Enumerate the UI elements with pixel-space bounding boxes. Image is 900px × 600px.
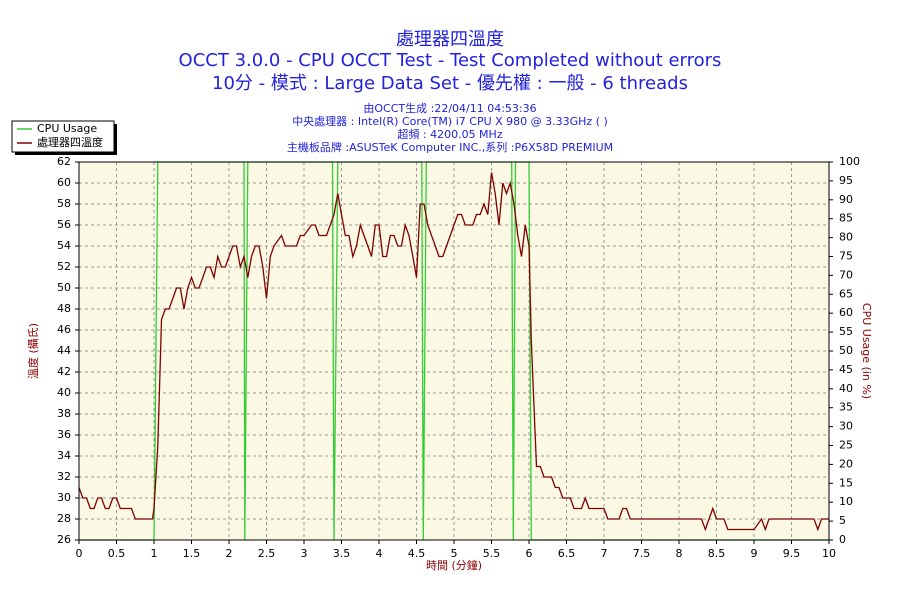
x-tick-label: 6 <box>526 547 533 560</box>
x-tick-label: 4.5 <box>408 547 426 560</box>
x-tick-label: 4 <box>376 547 383 560</box>
y2-tick-label: 80 <box>839 231 853 244</box>
x-tick-label: 9 <box>751 547 758 560</box>
info-line: 超頻 : 4200.05 MHz <box>397 127 502 141</box>
y2-tick-label: 70 <box>839 268 853 281</box>
y-tick-label: 44 <box>57 344 71 357</box>
y-tick-label: 28 <box>57 512 71 525</box>
y2-tick-label: 65 <box>839 287 853 300</box>
y-tick-label: 62 <box>57 155 71 168</box>
info-line: 主機板品牌 :ASUSTeK Computer INC.,系列 :P6X58D … <box>287 140 613 154</box>
y-tick-label: 46 <box>57 323 71 336</box>
y-tick-label: 52 <box>57 260 71 273</box>
legend-label: 處理器四溫度 <box>37 135 103 149</box>
info-line: 中央處理器 : Intel(R) Core(TM) i7 CPU X 980 @… <box>292 114 608 128</box>
y2-tick-label: 35 <box>839 401 853 414</box>
chart-title: 處理器四溫度 <box>396 29 504 50</box>
y2-tick-label: 0 <box>839 533 846 546</box>
y2-tick-label: 15 <box>839 476 853 489</box>
x-tick-label: 2.5 <box>258 547 276 560</box>
x-axis-label: 時間 (分鐘) <box>426 558 482 572</box>
x-tick-label: 1 <box>151 547 158 560</box>
y-tick-label: 56 <box>57 218 71 231</box>
x-tick-label: 2 <box>226 547 233 560</box>
y2-axis-label: CPU Usage (in %) <box>860 303 873 399</box>
plot-border <box>78 161 830 541</box>
legend-label: CPU Usage <box>37 122 97 135</box>
y2-tick-label: 55 <box>839 325 853 338</box>
y2-tick-label: 50 <box>839 344 853 357</box>
y-axis-label: 溫度 (攝氏) <box>26 323 40 379</box>
y2-tick-label: 60 <box>839 306 853 319</box>
x-tick-label: 7 <box>601 547 608 560</box>
y2-tick-label: 5 <box>839 514 846 527</box>
y-tick-label: 50 <box>57 281 71 294</box>
y-tick-label: 38 <box>57 407 71 420</box>
y2-tick-label: 100 <box>839 155 860 168</box>
legend-box <box>11 120 115 153</box>
x-tick-label: 0 <box>76 547 83 560</box>
y-tick-label: 60 <box>57 176 71 189</box>
x-tick-label: 5 <box>451 547 458 560</box>
x-tick-label: 5.5 <box>483 547 501 560</box>
y2-tick-label: 85 <box>839 212 853 225</box>
x-tick-label: 8 <box>676 547 683 560</box>
x-tick-label: 1.5 <box>183 547 201 560</box>
x-tick-label: 6.5 <box>558 547 576 560</box>
y2-tick-label: 75 <box>839 250 853 263</box>
chart-subtitle: OCCT 3.0.0 - CPU OCCT Test - Test Comple… <box>179 50 722 71</box>
y-tick-label: 30 <box>57 491 71 504</box>
y-tick-label: 48 <box>57 302 71 315</box>
y-tick-label: 58 <box>57 197 71 210</box>
y2-tick-label: 30 <box>839 420 853 433</box>
y2-tick-label: 25 <box>839 439 853 452</box>
y2-tick-label: 20 <box>839 457 853 470</box>
y2-tick-label: 90 <box>839 193 853 206</box>
y-tick-label: 34 <box>57 449 71 462</box>
info-line: 由OCCT生成 :22/04/11 04:53:36 <box>363 101 536 115</box>
y-tick-label: 54 <box>57 239 71 252</box>
y-tick-label: 40 <box>57 386 71 399</box>
x-tick-label: 7.5 <box>633 547 651 560</box>
y2-tick-label: 10 <box>839 495 853 508</box>
y2-tick-label: 95 <box>839 174 853 187</box>
y-tick-label: 36 <box>57 428 71 441</box>
y-tick-label: 32 <box>57 470 71 483</box>
x-tick-label: 10 <box>822 547 836 560</box>
x-tick-label: 3.5 <box>333 547 351 560</box>
x-tick-label: 9.5 <box>783 547 801 560</box>
y2-tick-label: 40 <box>839 382 853 395</box>
y-tick-label: 42 <box>57 365 71 378</box>
x-tick-label: 0.5 <box>108 547 126 560</box>
data-line <box>78 172 829 532</box>
chart-subtitle: 10分 - 模式 : Large Data Set - 優先權 : 一般 - 6… <box>212 73 688 94</box>
x-tick-label: 3 <box>301 547 308 560</box>
y-tick-label: 26 <box>57 533 71 546</box>
x-tick-label: 8.5 <box>708 547 726 560</box>
y2-tick-label: 45 <box>839 363 853 376</box>
